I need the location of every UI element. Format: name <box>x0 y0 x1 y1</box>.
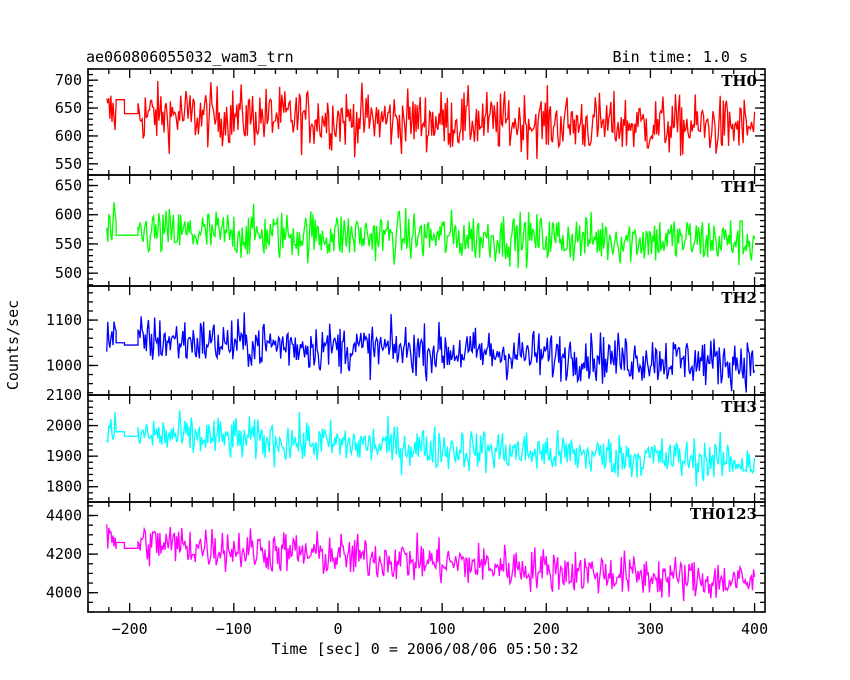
series-line-th0 <box>106 80 756 160</box>
chart-title: ae060806055032_wam3_trn <box>86 48 294 66</box>
x-tick-label: −100 <box>216 620 252 638</box>
y-tick-label: 600 <box>55 127 82 145</box>
y-tick-label: 1800 <box>46 478 82 496</box>
y-tick-label: 550 <box>55 235 82 253</box>
x-axis-ticks: −200 −100 0 100 200 300 400 <box>112 620 769 638</box>
y-tick-label: 4000 <box>46 584 82 602</box>
series-line-th0123 <box>106 524 756 602</box>
panel-label-th0123: TH0123 <box>690 505 757 523</box>
x-tick-label: 400 <box>741 620 768 638</box>
panel-label-th1: TH1 <box>721 178 757 196</box>
y-tick-label: 4200 <box>46 545 82 563</box>
y-tick-label: 600 <box>55 206 82 224</box>
y-tick-label: 4400 <box>46 507 82 525</box>
bin-time-label: Bin time: 1.0 s <box>613 48 748 66</box>
x-tick-label: −200 <box>112 620 148 638</box>
panel-th0123: 4000 4200 4400 TH0123 <box>46 501 766 613</box>
y-tick-label: 500 <box>55 264 82 282</box>
panel-label-th3: TH3 <box>721 398 757 416</box>
y-tick-label: 2000 <box>46 417 82 435</box>
series-line-th3 <box>106 410 756 487</box>
panel-th0: 550 600 650 700 TH0 <box>55 68 766 176</box>
y-tick-label: 650 <box>55 99 82 117</box>
y-tick-label: 1900 <box>46 447 82 465</box>
x-tick-label: 200 <box>533 620 560 638</box>
y-tick-label: 700 <box>55 71 82 89</box>
y-tick-label: 1100 <box>46 311 82 329</box>
panel-label-th2: TH2 <box>721 289 757 307</box>
panel-th3: 1800 1900 2000 2100 TH3 <box>46 386 766 503</box>
y-tick-label: 2100 <box>46 386 82 404</box>
y-tick-label: 1000 <box>46 356 82 374</box>
series-line-th1 <box>106 202 756 269</box>
x-tick-label: 100 <box>429 620 456 638</box>
panel-th1: 500 550 600 650 TH1 <box>55 174 766 287</box>
x-tick-label: 300 <box>637 620 664 638</box>
panel-frame <box>87 501 766 613</box>
panel-label-th0: TH0 <box>721 72 757 90</box>
x-tick-label: 0 <box>333 620 342 638</box>
y-tick-label: 650 <box>55 177 82 195</box>
series-line-th2 <box>106 312 756 393</box>
panel-th2: 1000 1100 TH2 <box>46 285 766 396</box>
y-axis-label: Counts/sec <box>4 300 22 390</box>
y-tick-label: 550 <box>55 155 82 173</box>
panels-group: 550 600 650 700 TH0 500 550 600 650 TH1 1000 1100 TH… <box>46 68 766 613</box>
x-axis-label: Time [sec] 0 = 2006/08/06 05:50:32 <box>271 640 578 658</box>
